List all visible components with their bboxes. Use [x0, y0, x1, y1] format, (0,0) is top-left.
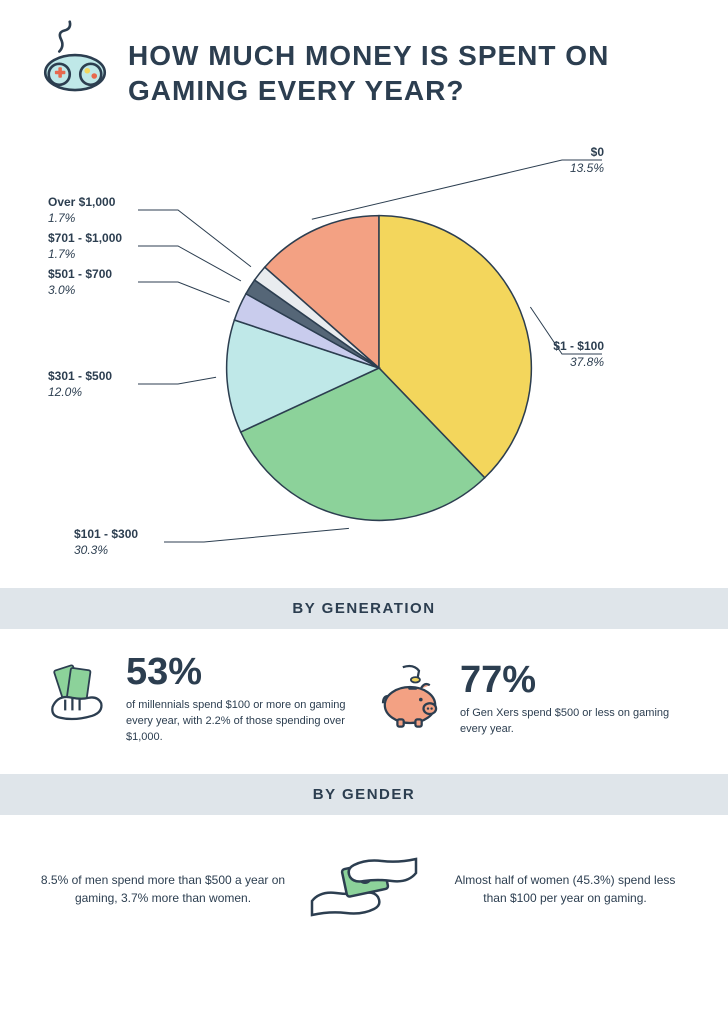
hands-exchange-icon [304, 837, 424, 942]
pie-label: Over $1,0001.7% [48, 194, 115, 226]
cash-hand-icon [40, 660, 112, 737]
stat-desc-millennials: of millennials spend $100 or more on gam… [126, 698, 354, 746]
pie-label: $701 - $1,0001.7% [48, 230, 122, 262]
pie-svg [219, 208, 539, 528]
stat-big-genx: 77% [460, 659, 688, 702]
page-title: HOW MUCH MONEY IS SPENT ON GAMING EVERY … [128, 20, 688, 108]
pie-chart: $013.5% $1 - $10037.8% $101 - $30030.3% $30… [44, 138, 684, 558]
pie-label: $301 - $50012.0% [48, 368, 112, 400]
pie-label: $013.5% [570, 144, 604, 176]
pie-label: $101 - $30030.3% [74, 526, 138, 558]
gender-stat-women: Almost half of women (45.3%) spend less … [442, 871, 688, 907]
gender-stat-men: 8.5% of men spend more than $500 a year … [40, 871, 286, 907]
gamepad-icon [40, 20, 110, 104]
generation-stat-genx: 77% of Gen Xers spend $500 or less on ga… [374, 651, 688, 746]
piggy-bank-icon [374, 660, 446, 737]
stat-desc-genx: of Gen Xers spend $500 or less on gaming… [460, 706, 688, 738]
gender-row: 8.5% of men spend more than $500 a year … [40, 837, 688, 942]
header: HOW MUCH MONEY IS SPENT ON GAMING EVERY … [40, 20, 688, 108]
stat-big-millennials: 53% [126, 651, 354, 694]
generation-stat-millennials: 53% of millennials spend $100 or more on… [40, 651, 354, 746]
pie-label: $1 - $10037.8% [553, 338, 604, 370]
section-heading-generation: BY GENERATION [0, 588, 728, 629]
section-heading-gender: BY GENDER [0, 774, 728, 815]
pie-label: $501 - $7003.0% [48, 266, 112, 298]
generation-row: 53% of millennials spend $100 or more on… [40, 651, 688, 746]
